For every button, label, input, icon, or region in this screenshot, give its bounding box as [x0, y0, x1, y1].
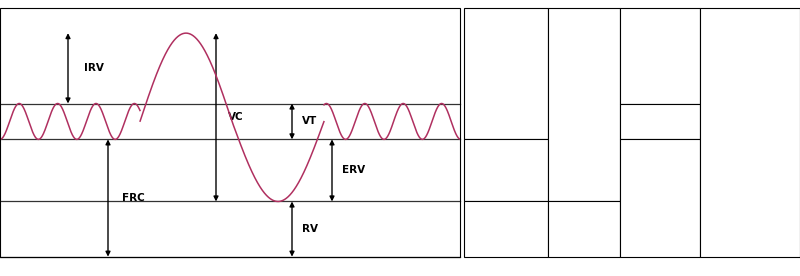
- Bar: [620, 104, 700, 139]
- Bar: [0, 8, 460, 257]
- Text: Vital
Capacity
(VC): Vital Capacity (VC): [562, 90, 606, 120]
- Text: Residual
Volume
(RV): Residual Volume (RV): [562, 214, 606, 244]
- Bar: [548, 201, 620, 257]
- Bar: [620, 8, 700, 104]
- Text: Inspiratory
Capacity
(IC): Inspiratory Capacity (IC): [478, 59, 534, 89]
- Text: Functional
Residual
Capacity
(FRC): Functional Residual Capacity (FRC): [634, 177, 686, 219]
- Text: ERV: ERV: [342, 165, 366, 176]
- Text: Inspiratory
Reserve
Volume
(IRV): Inspiratory Reserve Volume (IRV): [632, 35, 688, 76]
- Bar: [620, 139, 700, 257]
- Bar: [700, 8, 800, 257]
- Text: Expiratory
Reserve
Volume
(ERV): Expiratory Reserve Volume (ERV): [479, 150, 533, 191]
- Text: IRV: IRV: [84, 63, 104, 73]
- Text: Residual
Volume
(RV): Residual Volume (RV): [484, 214, 528, 244]
- Bar: [464, 8, 548, 139]
- Text: Tidal
Volume
(TV): Tidal Volume (TV): [641, 106, 679, 137]
- Text: FRC: FRC: [122, 193, 144, 203]
- Bar: [464, 139, 548, 201]
- Text: RV: RV: [302, 224, 318, 234]
- Bar: [548, 8, 620, 201]
- Text: VT: VT: [302, 116, 318, 126]
- Text: Total Lung
Capacity
(TLC): Total Lung Capacity (TLC): [723, 117, 777, 148]
- Text: VC: VC: [228, 112, 244, 122]
- Bar: [464, 201, 548, 257]
